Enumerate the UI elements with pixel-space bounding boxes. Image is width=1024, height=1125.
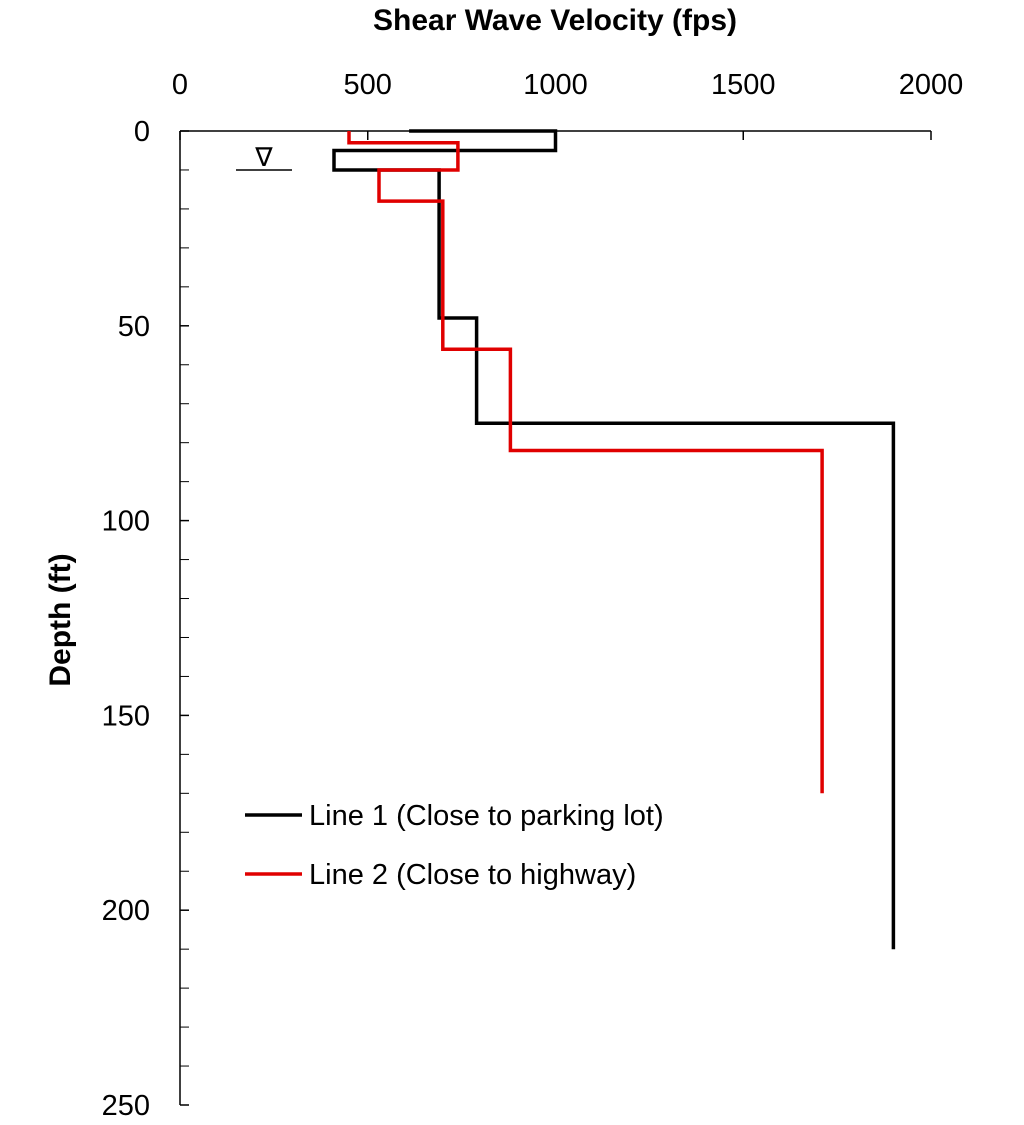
legend: Line 1 (Close to parking lot) Line 2 (Clo… <box>245 800 664 891</box>
series-line-2 <box>347 131 824 794</box>
y-tick-label: 0 <box>134 116 150 148</box>
chart-title: Shear Wave Velocity (fps) <box>373 4 737 37</box>
x-tick-label: 1000 <box>523 69 588 101</box>
y-tick-label: 250 <box>102 1090 150 1122</box>
legend-label: Line 2 (Close to highway) <box>309 859 636 891</box>
x-tick-label: 500 <box>344 69 392 101</box>
y-tick-label: 100 <box>102 506 150 538</box>
legend-item-1: Line 1 (Close to parking lot) <box>245 800 664 832</box>
series-layer <box>332 129 896 950</box>
axes-layer: 0 500 1000 1500 2000 0 50 100 150 200 250 ∇ <box>102 69 964 1122</box>
x-tick-label: 0 <box>172 69 188 101</box>
x-tick-label: 1500 <box>711 69 776 101</box>
legend-label: Line 1 (Close to parking lot) <box>309 800 664 832</box>
y-tick-label: 200 <box>102 895 150 927</box>
y-axis-label: Depth (ft) <box>44 553 77 686</box>
water-table-icon: ∇ <box>254 143 273 173</box>
legend-item-2: Line 2 (Close to highway) <box>245 859 636 891</box>
y-tick-label: 50 <box>118 311 150 343</box>
y-tick-label: 150 <box>102 700 150 732</box>
x-tick-label: 2000 <box>899 69 964 101</box>
